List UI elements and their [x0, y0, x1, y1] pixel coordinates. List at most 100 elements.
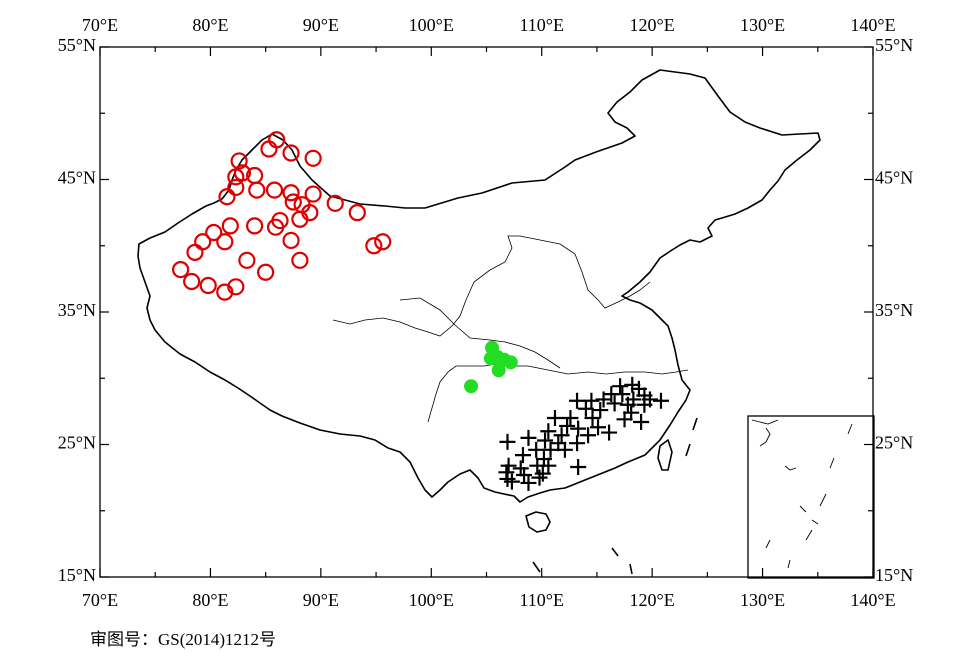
river-lines: [332, 235, 689, 423]
x-tick-label-bottom: 100°E: [409, 590, 454, 610]
open-circle-marker: [326, 194, 344, 212]
x-tick-label-top: 110°E: [519, 15, 564, 35]
y-tick-label-right: 55°N: [875, 35, 913, 55]
filled-circle-marker: [491, 363, 506, 378]
open-circle-marker: [205, 223, 223, 242]
cross-marker: [616, 411, 633, 428]
open-circle-marker: [238, 251, 256, 269]
x-tick-label-top: 90°E: [303, 15, 339, 35]
open-circle-marker: [172, 261, 190, 279]
island-dash-4: [685, 443, 691, 457]
site-markers: [172, 131, 669, 491]
axis-ticks: [99, 46, 874, 578]
y-tick-label-left: 45°N: [58, 168, 96, 188]
open-circle-marker: [301, 204, 319, 222]
cross-marker: [623, 404, 640, 421]
open-circle-marker: [227, 278, 245, 296]
open-circle-marker: [183, 272, 201, 291]
cross-marker: [531, 469, 548, 486]
x-tick-label-bottom: 140°E: [850, 590, 895, 610]
yangtze-river: [427, 363, 689, 423]
island-dash-1: [532, 561, 541, 573]
x-tick-label-top: 70°E: [82, 15, 118, 35]
open-circle-marker: [282, 144, 300, 162]
open-circle-marker: [246, 217, 264, 235]
cross-marker: [542, 441, 559, 458]
taiwan-island: [657, 439, 673, 471]
cross-marker: [570, 420, 587, 437]
x-tick-label-top: 80°E: [192, 15, 228, 35]
open-circle-marker: [216, 233, 234, 251]
cross-marker: [537, 432, 554, 449]
x-tick-label-top: 120°E: [630, 15, 675, 35]
region-boundary: [399, 297, 561, 369]
open-circle-marker: [227, 178, 245, 197]
filled-circle-marker: [464, 379, 479, 394]
cross-marker: [584, 410, 601, 426]
open-circle-marker: [265, 181, 284, 199]
x-tick-label-bottom: 120°E: [630, 590, 675, 610]
x-tick-label-bottom: 110°E: [519, 590, 564, 610]
y-tick-label-left: 25°N: [58, 433, 96, 453]
y-tick-label-right: 35°N: [875, 300, 913, 320]
axis-tick-labels: 70°E 70°E 80°E 80°E 90°E 90°E 100°E 100°E 110°E 1…: [58, 15, 913, 610]
y-tick-label-right: 25°N: [875, 433, 913, 453]
cross-marker: [569, 435, 586, 452]
y-tick-label-left: 15°N: [58, 565, 96, 585]
cross-marker: [624, 376, 641, 393]
x-tick-label-top: 140°E: [850, 15, 895, 35]
open-circle-marker: [282, 184, 300, 202]
inset-frame: [747, 415, 875, 579]
cross-marker: [633, 413, 650, 430]
cross-marker: [528, 441, 545, 458]
national-border: [137, 69, 821, 503]
open-circle-marker: [291, 251, 309, 269]
x-tick-label-bottom: 90°E: [303, 590, 339, 610]
cross-marker: [520, 474, 537, 491]
open-circle-marker: [284, 193, 302, 211]
open-circle-marker: [304, 149, 322, 167]
open-circle-marker: [221, 217, 239, 235]
cross-marker: [512, 460, 529, 477]
open-circle-marker: [365, 237, 383, 255]
x-tick-label-bottom: 70°E: [82, 590, 118, 610]
island-dash-3: [629, 563, 633, 575]
cross-marker: [562, 410, 579, 426]
cross-marker: [498, 464, 515, 481]
cross-marker: [556, 441, 573, 458]
cross-marker: [540, 423, 557, 440]
cross-marker: [553, 427, 570, 444]
open-circle-marker: [199, 276, 217, 295]
open-circle-marker: [282, 231, 300, 250]
yellow-river: [332, 235, 651, 337]
cross-marker: [546, 410, 563, 426]
open-circle-marker: [304, 185, 322, 203]
open-circle-marker: [266, 218, 285, 236]
y-tick-label-right: 45°N: [875, 168, 913, 188]
y-tick-label-left: 55°N: [58, 35, 96, 55]
inset-map: [747, 415, 875, 579]
cross-marker: [520, 429, 537, 446]
open-circle-marker: [257, 263, 275, 281]
cross-marker: [652, 392, 669, 409]
cross-marker: [500, 457, 517, 474]
cross-marker: [550, 435, 567, 452]
cross-marker: [580, 427, 597, 444]
open-circle-marker: [216, 283, 234, 301]
cross-marker: [601, 424, 618, 441]
y-tick-label-left: 35°N: [58, 300, 96, 320]
open-circle-marker: [248, 181, 266, 199]
map-approval-number: 审图号：GS(2014)1212号: [90, 630, 277, 649]
filled-circle-marker: [503, 355, 518, 370]
x-tick-label-top: 100°E: [409, 15, 454, 35]
x-tick-label-bottom: 130°E: [740, 590, 785, 610]
cross-marker: [499, 470, 516, 487]
x-tick-label-top: 130°E: [740, 15, 785, 35]
cross-marker: [619, 396, 636, 413]
cross-marker: [595, 391, 612, 408]
open-circle-marker: [186, 243, 204, 261]
open-circle-marker: [194, 233, 212, 251]
cross-marker: [636, 396, 653, 413]
cross-marker: [499, 433, 516, 450]
